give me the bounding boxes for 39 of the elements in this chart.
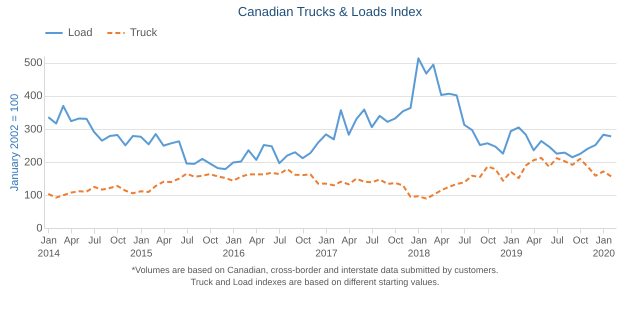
line-series (47, 57, 612, 170)
x-tick-label: Jul (180, 236, 194, 246)
y-tick-label: 300 (24, 123, 42, 136)
y-tick-label: 500 (24, 57, 42, 70)
x-tick-label: Jan 2015 (130, 236, 153, 260)
y-tick-label: 400 (24, 90, 42, 102)
x-tick-label: Jul (88, 236, 102, 246)
text: Truck and Load indexes are based on different starting values. (190, 276, 440, 288)
line-series (47, 156, 612, 200)
x-tick-label: Apr (249, 236, 266, 246)
x-tick-label: Apr (341, 236, 358, 246)
x-tick-label: Oct (388, 236, 404, 246)
x-tick-label: Jul (366, 236, 379, 246)
chart-title: Canadian Trucks & Loads Index (238, 4, 423, 19)
x-tick-label: Jan 2017 (315, 236, 338, 260)
x-tick-label: Jan 2019 (500, 236, 523, 260)
x-tick-label: Jul (550, 236, 564, 246)
y-tick-label: 200 (24, 156, 42, 168)
x-tick-label: Oct (110, 236, 126, 246)
x-tick-label: Oct (480, 236, 496, 246)
y-tick-label: 0 (36, 222, 42, 234)
x-tick-label: Oct (295, 236, 312, 246)
x-tick-label: Jan 2020 (592, 236, 616, 260)
x-tick-label: Jul (458, 236, 472, 246)
x-tick-label: Apr (526, 236, 543, 246)
y-axis-title: January 2002 = 100 (9, 94, 22, 192)
x-tick-label: Apr (434, 236, 450, 246)
x-tick-label: Oct (202, 236, 218, 246)
y-tick-label: 100 (24, 189, 42, 202)
text: *Volumes are based on Canadian, cross-border and interstate data submitted by customers. (130, 264, 500, 276)
x-tick-label: Jan 2018 (408, 236, 430, 260)
x-tick-label: Apr (64, 236, 80, 246)
x-tick-label: Jan 2014 (38, 236, 60, 260)
x-tick-label: Jul (273, 236, 286, 246)
legend-label: Load (68, 27, 92, 39)
x-tick-label: Oct (572, 236, 589, 246)
legend-label: Truck (130, 27, 158, 39)
x-tick-label: Jan 2016 (222, 236, 246, 260)
x-tick-label: Apr (156, 236, 173, 246)
